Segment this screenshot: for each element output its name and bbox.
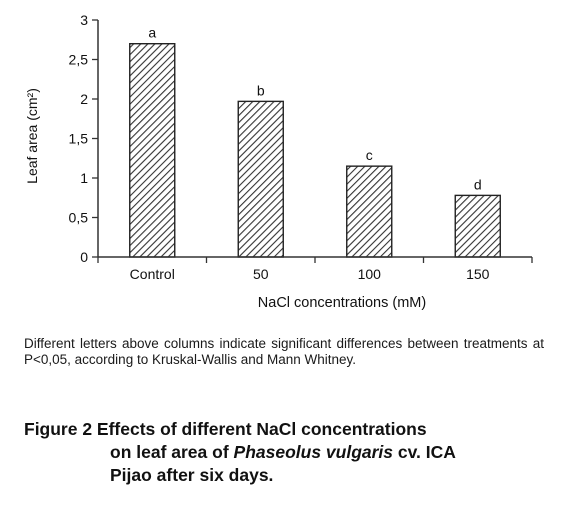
bar xyxy=(346,165,393,258)
x-tick-label: 150 xyxy=(466,266,490,282)
bars: a b c d xyxy=(129,25,501,258)
significance-letter: b xyxy=(257,82,265,98)
significance-letter: d xyxy=(474,176,482,192)
species-name: Phaseolus vulgaris xyxy=(233,442,394,462)
x-tick-label: 50 xyxy=(253,266,269,282)
bar-chart: 0 0,5 1 1,5 2 2,5 3 a b c d Control 50 100 150 Leaf … xyxy=(24,12,533,311)
significance-letter: c xyxy=(366,147,373,163)
y-tick-label: 0 xyxy=(80,249,88,265)
caption-line-2-suffix: cv. ICA xyxy=(393,442,456,462)
y-tick-label: 1,5 xyxy=(69,131,89,147)
caption-line-2-text: on leaf area of xyxy=(110,442,234,462)
x-axis-label: NaCl concentrations (mM) xyxy=(258,295,426,311)
y-tick-label: 2 xyxy=(80,91,88,107)
bar xyxy=(129,43,176,258)
bar xyxy=(454,194,501,258)
chart-footnote: Different letters above columns indicate… xyxy=(24,336,544,367)
y-axis-ticks: 0 0,5 1 1,5 2 2,5 3 xyxy=(69,12,98,265)
x-tick-label: Control xyxy=(130,266,175,282)
bar xyxy=(237,100,284,258)
y-tick-label: 0,5 xyxy=(69,210,89,226)
x-tick-label: 100 xyxy=(358,266,382,282)
caption-line-2: on leaf area of Phaseolus vulgaris cv. I… xyxy=(24,441,544,464)
figure-caption: Figure 2 Effects of different NaCl conce… xyxy=(24,418,544,487)
x-axis-ticks: Control 50 100 150 xyxy=(97,257,533,282)
caption-line-3: Pijao after six days. xyxy=(110,465,274,485)
y-tick-label: 2,5 xyxy=(69,52,89,68)
significance-letter: a xyxy=(148,25,156,41)
caption-line-1: Figure 2 Effects of different NaCl conce… xyxy=(24,419,427,439)
y-axis-label: Leaf area (cm²) xyxy=(24,88,40,184)
y-tick-label: 1 xyxy=(80,170,88,186)
y-tick-label: 3 xyxy=(80,12,88,28)
